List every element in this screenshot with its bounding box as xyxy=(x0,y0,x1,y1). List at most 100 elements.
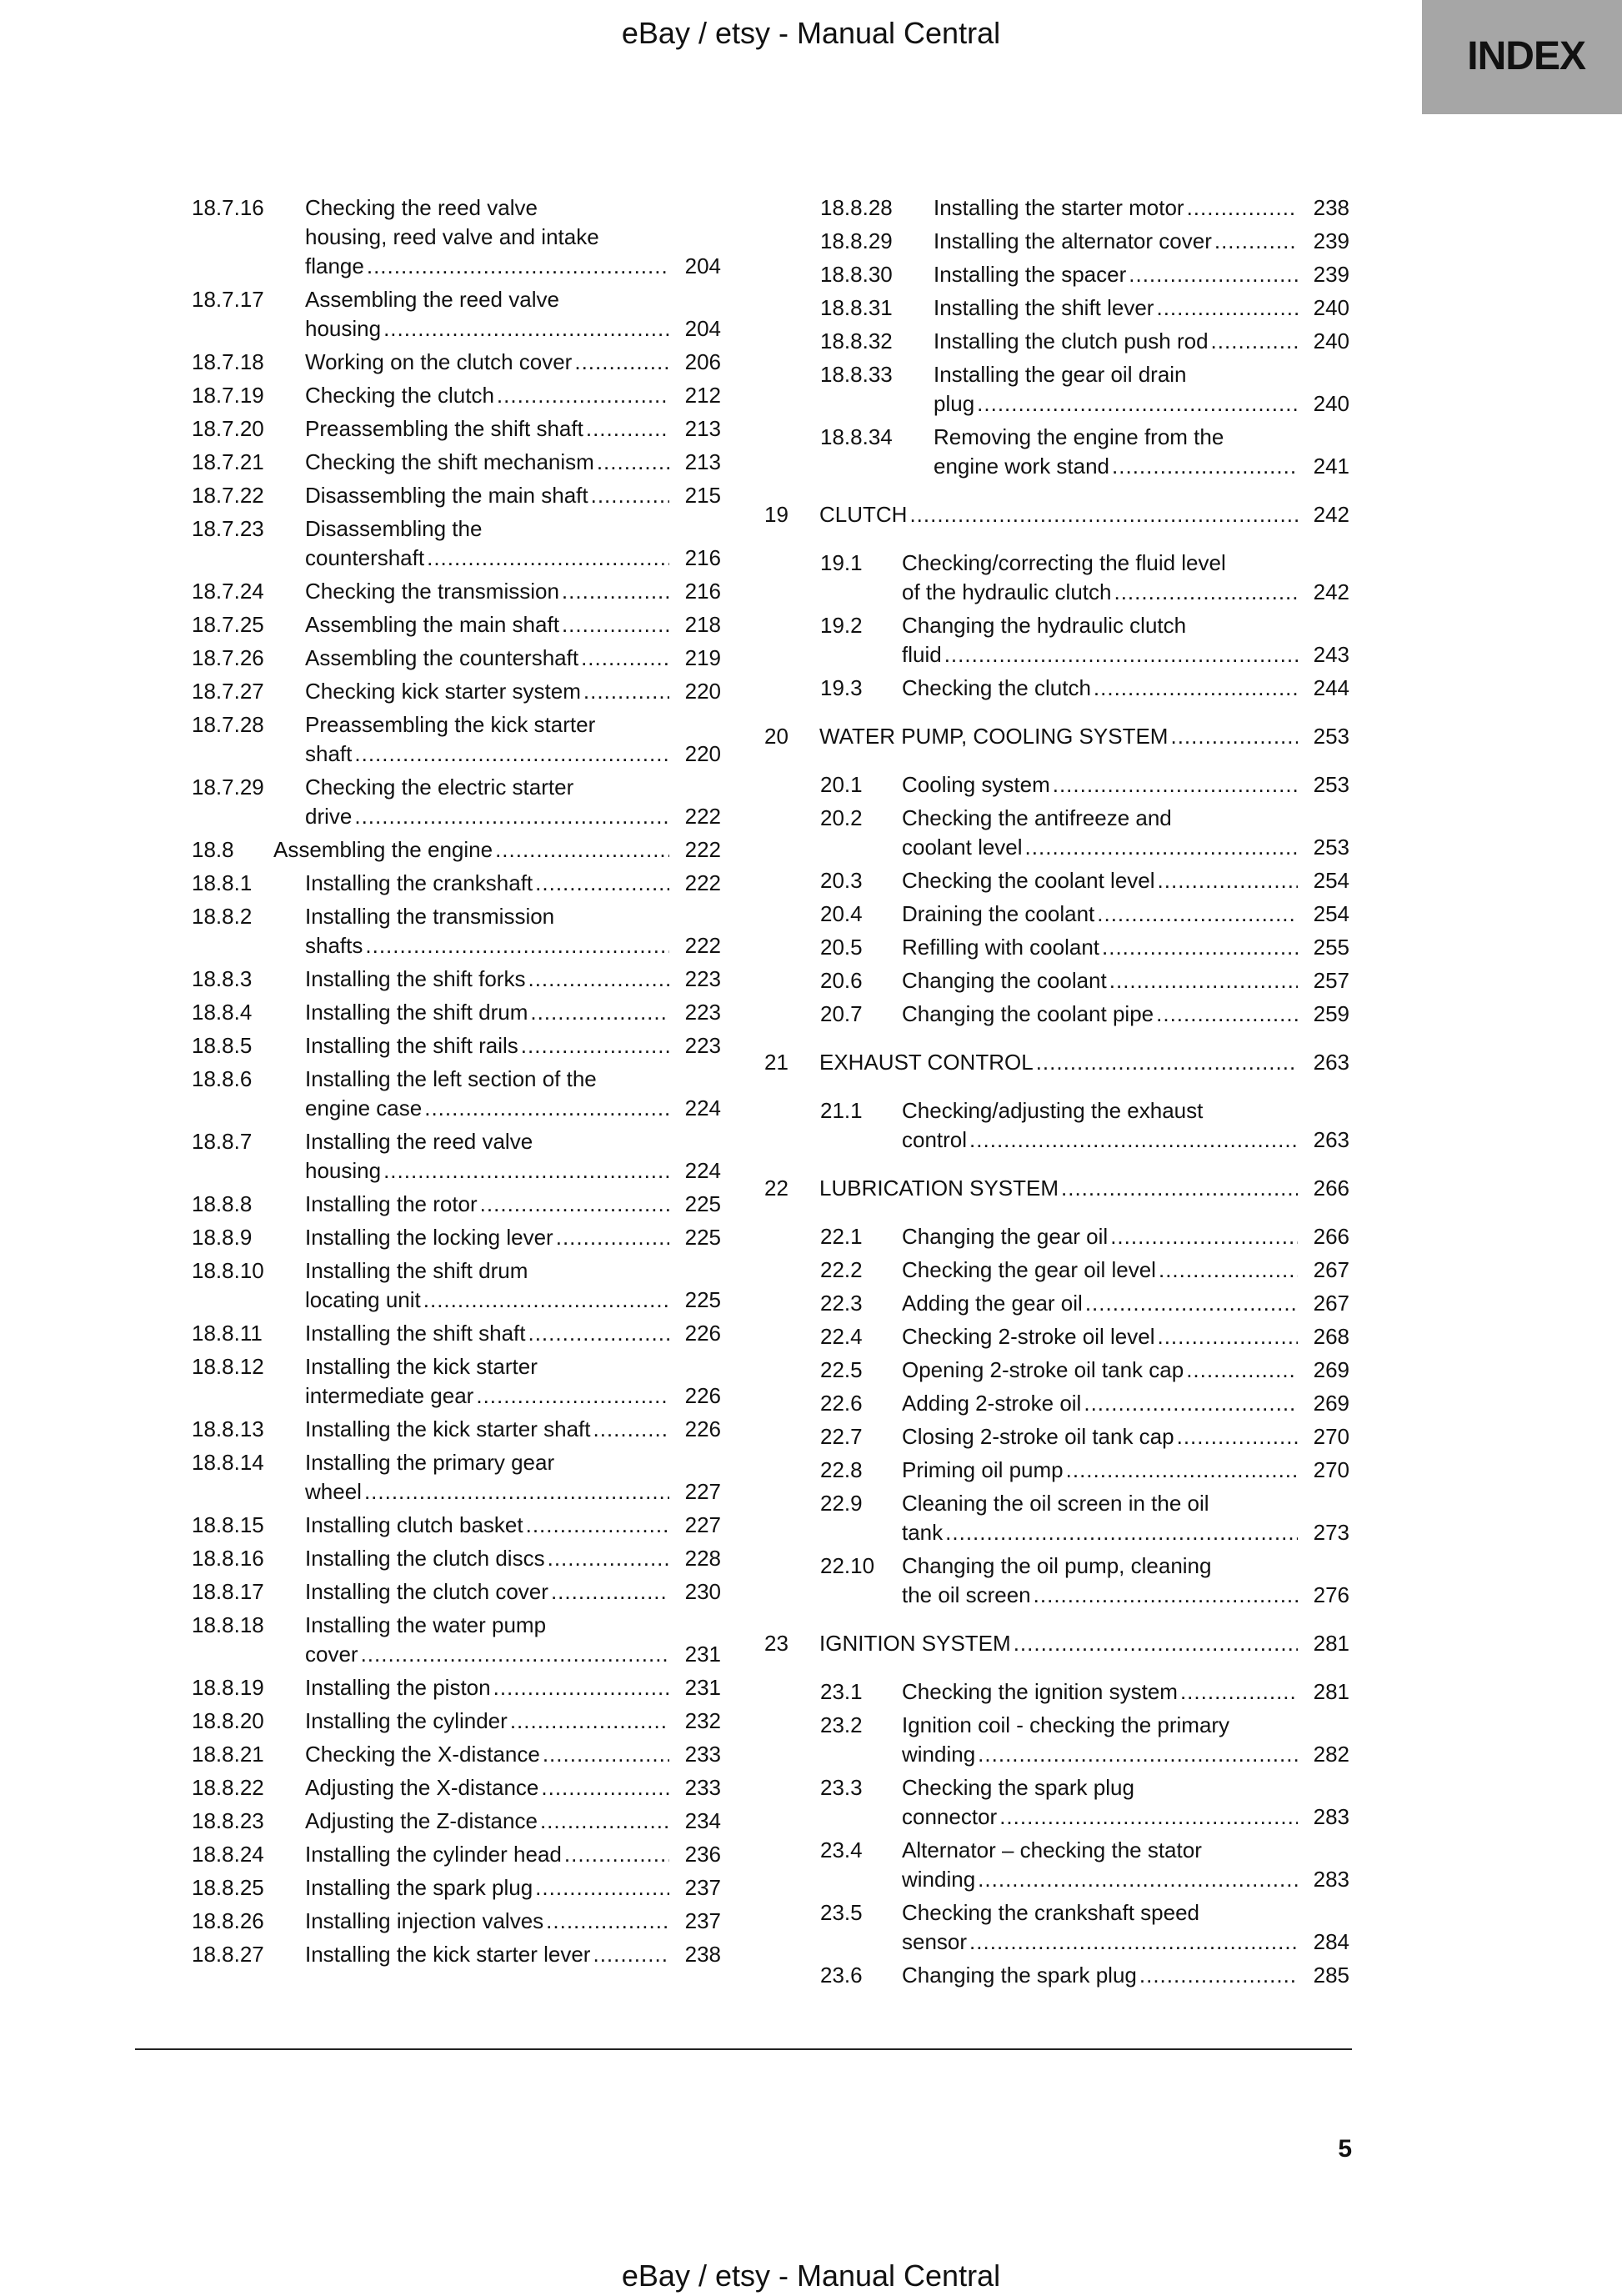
toc-entry[interactable]: 18.8.29 Installing the alternator cover..… xyxy=(764,223,1349,256)
toc-entry[interactable]: 18.8.11 Installing the shift shaft.......… xyxy=(192,1315,721,1348)
dot-leader: ........................................… xyxy=(1157,1324,1298,1349)
toc-entry[interactable]: 18.8.3 Installing the shift forks........… xyxy=(192,960,721,994)
toc-entry[interactable]: 22.1 Changing the gear oil...............… xyxy=(764,1218,1349,1251)
toc-entry[interactable]: 18.8.34 Removing the engine from the engi… xyxy=(764,419,1349,481)
toc-entry[interactable]: 18.8.10 Installing the shift drum locatin… xyxy=(192,1252,721,1315)
toc-entry[interactable]: 18.8.26 Installing injection valves......… xyxy=(192,1902,721,1936)
toc-entry[interactable]: 22.7 Closing 2-stroke oil tank cap.......… xyxy=(764,1418,1349,1451)
toc-entry[interactable]: 20.1 Cooling system......................… xyxy=(764,766,1349,800)
toc-entry[interactable]: 18.7.27 Checking kick starter system.....… xyxy=(192,673,721,706)
toc-entry[interactable]: 18.8.5 Installing the shift rails........… xyxy=(192,1027,721,1060)
entry-title: Changing the coolant pipe xyxy=(902,1001,1154,1026)
dot-leader: ........................................… xyxy=(383,1158,669,1183)
toc-entry[interactable]: 23.4 Alternator – checking the stator win… xyxy=(764,1832,1349,1894)
toc-entry[interactable]: 19.2 Changing the hydraulic clutch fluid.… xyxy=(764,607,1349,669)
toc-entry[interactable]: 18.7.19 Checking the clutch..............… xyxy=(192,377,721,410)
toc-entry[interactable]: 18.8.21 Checking the X-distance..........… xyxy=(192,1736,721,1769)
toc-entry[interactable]: 20.3 Checking the coolant level..........… xyxy=(764,862,1349,895)
toc-entry[interactable]: 22.3 Adding the gear oil.................… xyxy=(764,1285,1349,1318)
dot-leader: ........................................… xyxy=(550,1579,669,1604)
entry-title: Installing the clutch discs xyxy=(305,1546,545,1571)
toc-chapter-entry[interactable]: 23 IGNITION SYSTEM.......................… xyxy=(764,1625,1349,1658)
toc-entry[interactable]: 18.7.17 Assembling the reed valve housing… xyxy=(192,281,721,343)
toc-entry[interactable]: 18.8.24 Installing the cylinder head.....… xyxy=(192,1836,721,1869)
toc-entry[interactable]: 18.8.1 Installing the crankshaft.........… xyxy=(192,865,721,898)
toc-entry[interactable]: 18.8.28 Installing the starter motor.....… xyxy=(764,189,1349,223)
toc-entry[interactable]: 18.7.26 Assembling the countershaft......… xyxy=(192,639,721,673)
entry-page-number: 223 xyxy=(684,1000,721,1025)
entry-page-number: 204 xyxy=(684,253,721,278)
entry-page-number: 257 xyxy=(1313,968,1349,993)
toc-entry[interactable]: 18.8.30 Installing the spacer............… xyxy=(764,256,1349,289)
toc-entry[interactable]: 18.8.13 Installing the kick starter shaft… xyxy=(192,1411,721,1444)
toc-entry[interactable]: 18.8.23 Adjusting the Z-distance.........… xyxy=(192,1802,721,1836)
toc-chapter-entry[interactable]: 20 WATER PUMP, COOLING SYSTEM............… xyxy=(764,718,1349,751)
entry-title: Installing the primary gear wheel xyxy=(305,1450,555,1504)
toc-chapter-entry[interactable]: 22 LUBRICATION SYSTEM....................… xyxy=(764,1170,1349,1203)
toc-entry[interactable]: 22.10 Changing the oil pump, cleaning the… xyxy=(764,1547,1349,1610)
toc-chapter-entry[interactable]: 19 CLUTCH................................… xyxy=(764,496,1349,529)
toc-entry[interactable]: 18.8.31 Installing the shift lever.......… xyxy=(764,289,1349,323)
entry-title-wrap: Assembling the countershaft.............… xyxy=(305,644,669,673)
toc-entry[interactable]: 22.4 Checking 2-stroke oil level.........… xyxy=(764,1318,1349,1351)
toc-entry[interactable]: 18.7.29 Checking the electric starter dri… xyxy=(192,769,721,831)
toc-entry[interactable]: 22.9 Cleaning the oil screen in the oil t… xyxy=(764,1485,1349,1547)
toc-entry[interactable]: 18.8.19 Installing the piston............… xyxy=(192,1669,721,1702)
toc-chapter-entry[interactable]: 21 EXHAUST CONTROL.......................… xyxy=(764,1044,1349,1077)
toc-entry[interactable]: 22.2 Checking the gear oil level.........… xyxy=(764,1251,1349,1285)
toc-entry[interactable]: 18.8.16 Installing the clutch discs......… xyxy=(192,1540,721,1573)
entry-title: Ignition coil - checking the primary win… xyxy=(902,1712,1230,1767)
entry-page-number: 243 xyxy=(1313,642,1349,667)
toc-entry[interactable]: 19.3 Checking the clutch.................… xyxy=(764,669,1349,703)
entry-title-wrap: Assembling the engine...................… xyxy=(273,835,669,865)
entry-title-wrap: Installing the water pump cover.........… xyxy=(305,1611,669,1669)
toc-entry[interactable]: 18.8.4 Installing the shift drum.........… xyxy=(192,994,721,1027)
toc-entry[interactable]: 18.8.14 Installing the primary gear wheel… xyxy=(192,1444,721,1506)
toc-entry[interactable]: 22.8 Priming oil pump....................… xyxy=(764,1451,1349,1485)
toc-entry[interactable]: 19.1 Checking/correcting the fluid level … xyxy=(764,544,1349,607)
toc-entry[interactable]: 23.5 Checking the crankshaft speed sensor… xyxy=(764,1894,1349,1957)
toc-entry[interactable]: 18.8.7 Installing the reed valve housing.… xyxy=(192,1123,721,1186)
toc-entry[interactable]: 18.8.12 Installing the kick starter inter… xyxy=(192,1348,721,1411)
toc-entry[interactable]: 18.8.22 Adjusting the X-distance.........… xyxy=(192,1769,721,1802)
toc-entry[interactable]: 18.7.24 Checking the transmission........… xyxy=(192,573,721,606)
toc-entry[interactable]: 18.8.20 Installing the cylinder..........… xyxy=(192,1702,721,1736)
dot-leader: ........................................… xyxy=(1033,1582,1298,1607)
toc-entry[interactable]: 18.7.21 Checking the shift mechanism.....… xyxy=(192,444,721,477)
toc-entry[interactable]: 18.8.8 Installing the rotor..............… xyxy=(192,1186,721,1219)
toc-entry[interactable]: 18.8.27 Installing the kick starter lever… xyxy=(192,1936,721,1969)
toc-entry[interactable]: 18.7.28 Preassembling the kick starter sh… xyxy=(192,706,721,769)
toc-entry[interactable]: 18.8.25 Installing the spark plug........… xyxy=(192,1869,721,1902)
toc-entry[interactable]: 20.5 Refilling with coolant..............… xyxy=(764,929,1349,962)
toc-entry[interactable]: 18.7.16 Checking the reed valve housing, … xyxy=(192,189,721,281)
toc-entry[interactable]: 20.7 Changing the coolant pipe...........… xyxy=(764,995,1349,1029)
entry-title-wrap: Removing the engine from the engine work… xyxy=(934,423,1298,481)
toc-entry[interactable]: 20.2 Checking the antifreeze and coolant … xyxy=(764,800,1349,862)
entry-page-number: 226 xyxy=(684,1416,721,1441)
toc-entry[interactable]: 18.7.20 Preassembling the shift shaft....… xyxy=(192,410,721,444)
toc-entry[interactable]: 18.8.9 Installing the locking lever......… xyxy=(192,1219,721,1252)
toc-entry[interactable]: 20.6 Changing the coolant................… xyxy=(764,962,1349,995)
toc-entry[interactable]: 23.3 Checking the spark plug connector...… xyxy=(764,1769,1349,1832)
toc-entry[interactable]: 22.5 Opening 2-stroke oil tank cap.......… xyxy=(764,1351,1349,1385)
toc-entry[interactable]: 23.2 Ignition coil - checking the primary… xyxy=(764,1707,1349,1769)
toc-entry[interactable]: 18.7.18 Working on the clutch cover......… xyxy=(192,343,721,377)
toc-entry[interactable]: 23.6 Changing the spark plug.............… xyxy=(764,1957,1349,1990)
toc-entry[interactable]: 20.4 Draining the coolant................… xyxy=(764,895,1349,929)
toc-entry[interactable]: 18.8.6 Installing the left section of the… xyxy=(192,1060,721,1123)
toc-entry[interactable]: 23.1 Checking the ignition system........… xyxy=(764,1673,1349,1707)
toc-entry[interactable]: 18.8.15 Installing clutch basket.........… xyxy=(192,1506,721,1540)
toc-entry[interactable]: 18.8.17 Installing the clutch cover......… xyxy=(192,1573,721,1607)
entry-number: 18.7.29 xyxy=(192,775,264,800)
toc-entry[interactable]: 18.7.25 Assembling the main shaft........… xyxy=(192,606,721,639)
toc-entry[interactable]: 18.8.33 Installing the gear oil drain plu… xyxy=(764,356,1349,419)
toc-entry[interactable]: 18.8.18 Installing the water pump cover..… xyxy=(192,1607,721,1669)
toc-entry[interactable]: 18.8.2 Installing the transmission shafts… xyxy=(192,898,721,960)
toc-entry[interactable]: 18.7.23 Disassembling the countershaft...… xyxy=(192,510,721,573)
toc-entry[interactable]: 21.1 Checking/adjusting the exhaust contr… xyxy=(764,1092,1349,1155)
toc-entry[interactable]: 18.8 Assembling the engine...............… xyxy=(192,831,721,865)
entry-title-wrap: Adding the gear oil.....................… xyxy=(902,1289,1298,1318)
toc-entry[interactable]: 18.8.32 Installing the clutch push rod...… xyxy=(764,323,1349,356)
toc-entry[interactable]: 18.7.22 Disassembling the main shaft.....… xyxy=(192,477,721,510)
toc-entry[interactable]: 22.6 Adding 2-stroke oil.................… xyxy=(764,1385,1349,1418)
